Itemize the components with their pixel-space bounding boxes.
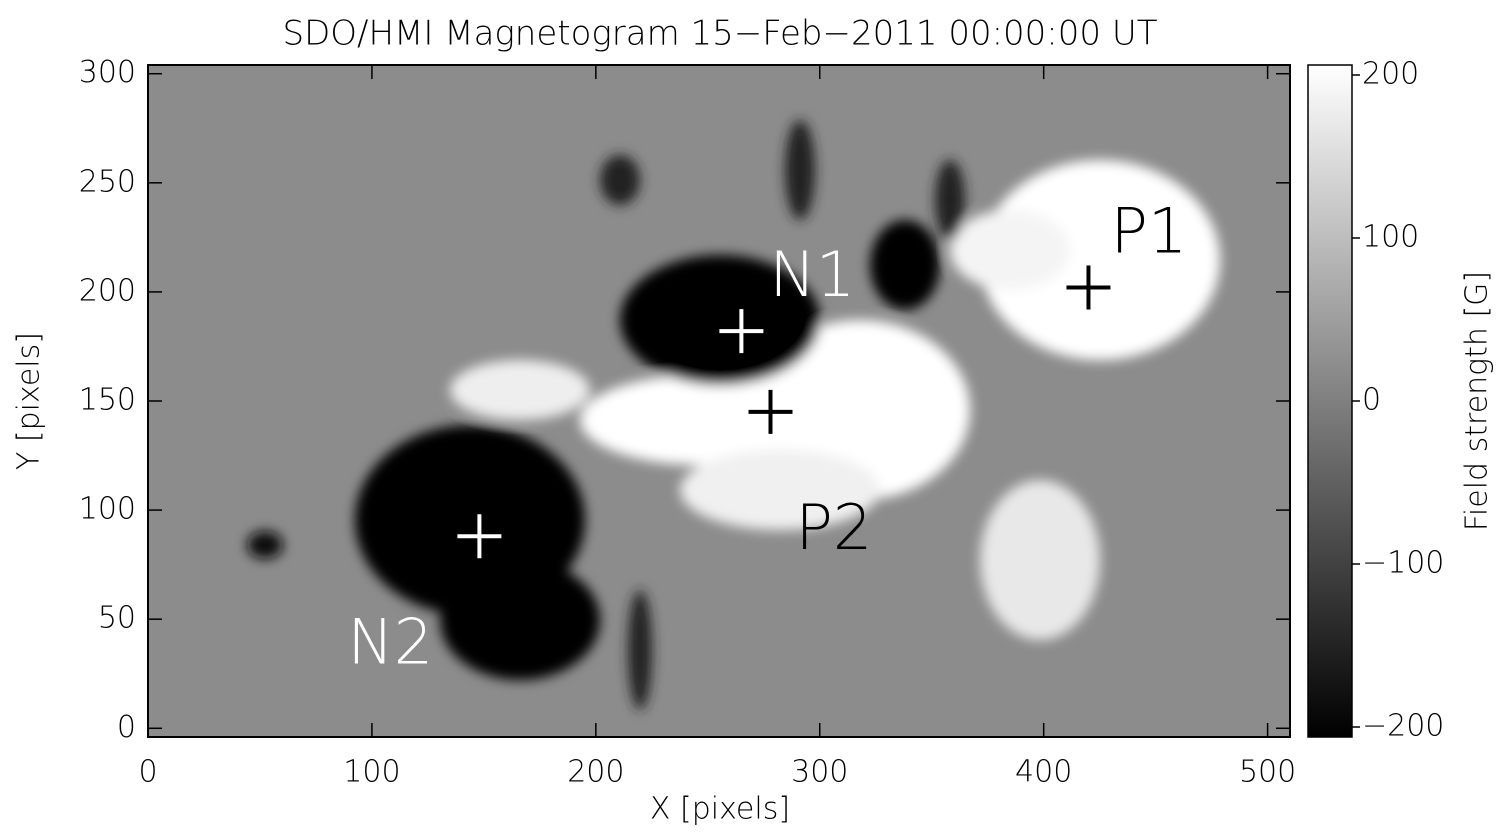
chart-title: SDO/HMI Magnetogram 15−Feb−2011 00:00:00…	[283, 14, 1158, 54]
y-tick-label: 0	[117, 710, 136, 745]
y-tick-label: 100	[79, 492, 136, 527]
colorbar-tick-label: 0	[1362, 383, 1381, 418]
colorbar-tick-label: −100	[1362, 546, 1444, 581]
y-tick-label: 200	[79, 273, 136, 308]
y-tick-label: 50	[98, 601, 136, 636]
x-axis-label: X [pixels]	[650, 792, 790, 827]
x-tick-label: 300	[791, 755, 848, 790]
colorbar-tick-label: 200	[1362, 57, 1419, 92]
y-tick-label: 150	[79, 383, 136, 418]
marker-cross	[719, 309, 764, 354]
colorbar	[1307, 64, 1353, 738]
marker-cross	[1066, 265, 1111, 310]
region-label: N2	[347, 605, 433, 678]
colorbar-label: Field strength [G]	[1460, 271, 1495, 531]
x-tick-label: 200	[567, 755, 624, 790]
region-label: P2	[796, 491, 873, 564]
marker-cross	[457, 514, 502, 559]
colorbar-tick-label: −200	[1362, 709, 1444, 744]
region-label: P1	[1110, 195, 1187, 268]
y-axis-label: Y [pixels]	[12, 332, 47, 470]
y-tick-label: 300	[79, 55, 136, 90]
x-tick-label: 500	[1239, 755, 1296, 790]
colorbar-tick-label: 100	[1362, 220, 1419, 255]
magnetogram-image	[148, 65, 1290, 737]
x-tick-label: 0	[138, 755, 157, 790]
x-tick-label: 100	[343, 755, 400, 790]
marker-cross	[748, 389, 793, 434]
y-tick-label: 250	[79, 164, 136, 199]
region-label: N1	[769, 238, 855, 311]
x-tick-label: 400	[1015, 755, 1072, 790]
